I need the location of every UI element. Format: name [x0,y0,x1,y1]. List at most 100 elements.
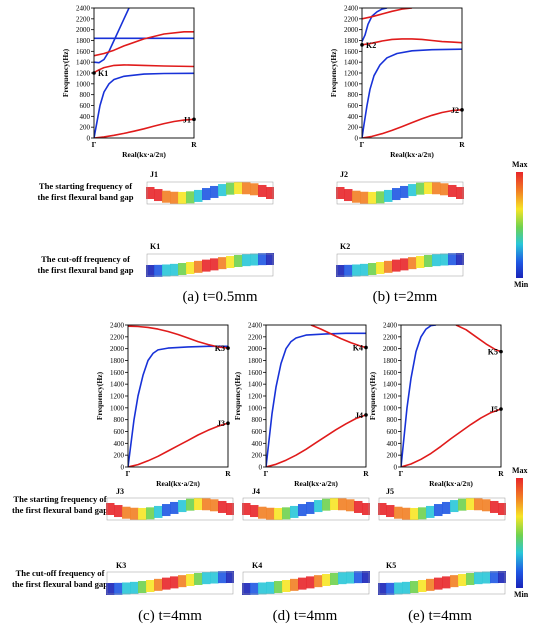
mode-cell [442,576,451,589]
mode-cell [210,499,219,512]
plot-frame [93,7,195,139]
mode-cell [242,503,251,515]
y-tick-label: 1200 [76,70,91,78]
y-tick-label: 600 [114,428,125,436]
point-label-K1: K1 [98,69,108,78]
mode-cell [394,506,403,519]
mode-cell [354,500,363,513]
mode-outline [242,497,370,521]
mode-cell [386,582,395,595]
mode-cell [210,258,219,271]
mode-cell [482,499,491,512]
mode-cell [378,503,387,515]
mode-cell [266,187,274,199]
x-tick-label: Γ [399,469,404,478]
mode-cell [282,580,291,592]
colorbar-max-label-bottom: Max [512,466,528,475]
mode-cell [402,581,411,594]
point-label-J4: J4 [355,411,363,420]
mode-cell [202,498,211,511]
mode-cell [426,578,435,591]
mode-cell [362,571,370,583]
mode-cell [400,258,409,271]
mode-label-J4: J4 [252,487,260,496]
x-tick-label: R [498,469,504,478]
series-line-3 [362,38,462,46]
mode-cell [448,184,457,197]
mode-cell [448,253,457,266]
mode-shape-K4 [242,571,370,595]
mode-cell [290,505,299,518]
y-tick-label: 1000 [76,80,91,88]
mode-cell [146,507,155,520]
x-tick-label: R [363,469,369,478]
series-line-1 [266,414,366,467]
mode-cell [336,265,345,277]
mode-cell [210,185,219,198]
mode-cell [114,582,123,595]
series-line-3 [310,325,366,349]
mode-cell [474,498,483,511]
mode-cell [322,498,331,511]
mode-cell [482,571,491,584]
mode-cell [218,184,227,197]
point-label-K5: K5 [488,348,498,357]
mode-shape-J2 [336,181,464,205]
mode-cell [186,498,195,511]
mode-cell [274,581,283,594]
mode-cell [194,498,203,511]
mode-cell [400,185,409,198]
mode-cell [138,507,147,520]
y-tick-label: 1800 [344,37,359,45]
mode-cell [258,253,267,266]
x-tick-label: R [191,140,197,149]
mode-cell [450,500,459,513]
mode-cell [170,263,179,276]
mode-cell [194,260,203,273]
mode-cell [408,184,417,197]
y-tick-label: 0 [355,135,359,143]
mode-cell [392,259,401,272]
point-label-K3: K3 [215,344,225,353]
y-tick-label: 1800 [383,357,398,365]
y-tick-label: 1200 [383,393,398,401]
mode-cell [346,499,355,512]
mode-cell [226,571,234,583]
mode-cell [490,571,499,584]
point-label-J3: J3 [217,419,225,428]
y-tick-label: 2200 [383,333,398,341]
mode-label-J3: J3 [116,487,124,496]
mode-cell [266,581,275,594]
y-tick-label: 1800 [110,357,125,365]
y-tick-label: 0 [121,464,125,472]
mode-cell [424,254,433,267]
mode-cell [456,187,464,199]
mode-cell [298,577,307,590]
mode-cell [186,574,195,586]
y-tick-label: 800 [348,91,359,99]
mode-cell [408,257,417,270]
band-chart-d: 0 200 400 600 800 1000 1200 1400 1600 1800 2000 220… [233,322,369,489]
mode-cell [352,190,361,203]
mode-cell [490,500,499,513]
mode-label-K4: K4 [252,561,263,570]
y-tick-label: 1000 [344,80,359,88]
colorbar-min-label-top: Min [514,280,529,289]
mode-cell [202,188,211,201]
mode-cell [416,256,425,268]
mode-cell [226,503,234,515]
mode-cell [170,576,179,589]
mode-cell [106,503,115,515]
mode-cell [250,183,259,196]
mode-cell [360,191,369,204]
y-tick-label: 1400 [344,59,359,67]
y-tick-label: 800 [114,416,125,424]
mode-cell [442,501,451,514]
mode-cell [434,504,443,517]
mode-cell [338,572,347,585]
y-tick-label: 2200 [76,15,91,23]
mode-shape-J1 [146,181,274,205]
y-tick-label: 1000 [383,404,398,412]
plot-frame [127,324,229,468]
series-line-2 [362,48,462,138]
